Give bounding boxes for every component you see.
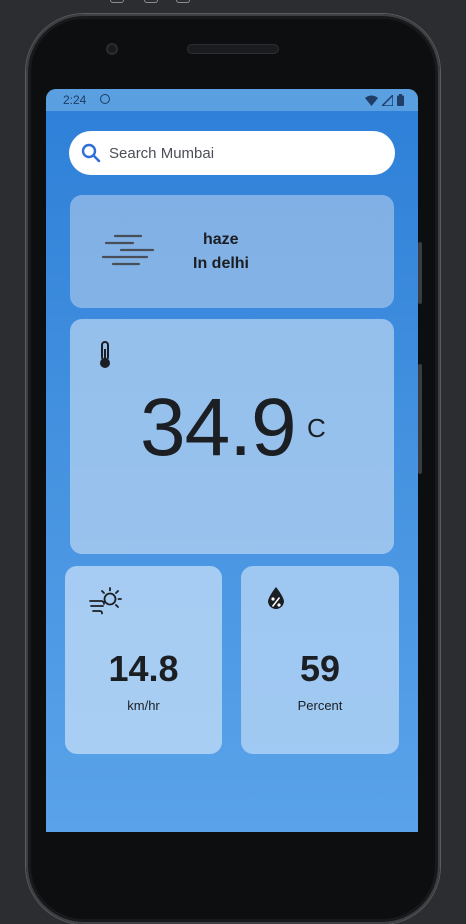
status-icons [365,94,404,106]
earpiece-speaker [187,44,279,54]
cell-signal-icon [382,94,393,106]
wind-card: 14.8 km/hr [65,566,222,754]
wind-sun-icon [89,587,122,615]
status-time: 2:24 [63,93,87,107]
humidity-unit: Percent [297,698,343,713]
weather-description: haze [203,231,239,248]
humidity-card: 59 Percent [241,566,399,754]
weather-summary-card: haze In delhi [70,195,394,308]
humidity-drop-icon [268,587,284,609]
haze-icon [101,234,155,266]
wind-speed-value: 14.8 [108,648,179,689]
thermometer-icon [100,341,110,368]
front-camera [106,43,118,55]
temperature-value: 34.9 [140,382,297,473]
wind-speed-unit: km/hr [127,698,160,713]
weather-location: In delhi [193,255,249,272]
search-bar[interactable]: Search Mumbai [69,131,395,175]
search-icon[interactable] [81,143,101,163]
volume-button[interactable] [418,364,422,474]
temperature-unit: C [307,413,326,443]
status-bar: 2:24 [46,89,418,111]
wifi-icon [365,95,378,106]
humidity-value: 59 [299,648,341,689]
temperature-card: 34.9 C [70,319,394,554]
app-screen: 2:24 Search Mumbai [46,89,418,832]
power-button[interactable] [418,242,422,304]
search-input[interactable]: Search Mumbai [109,145,215,162]
battery-icon [397,94,404,106]
app-notification-icon [100,94,110,104]
host-toolbar-fragment [110,0,230,4]
